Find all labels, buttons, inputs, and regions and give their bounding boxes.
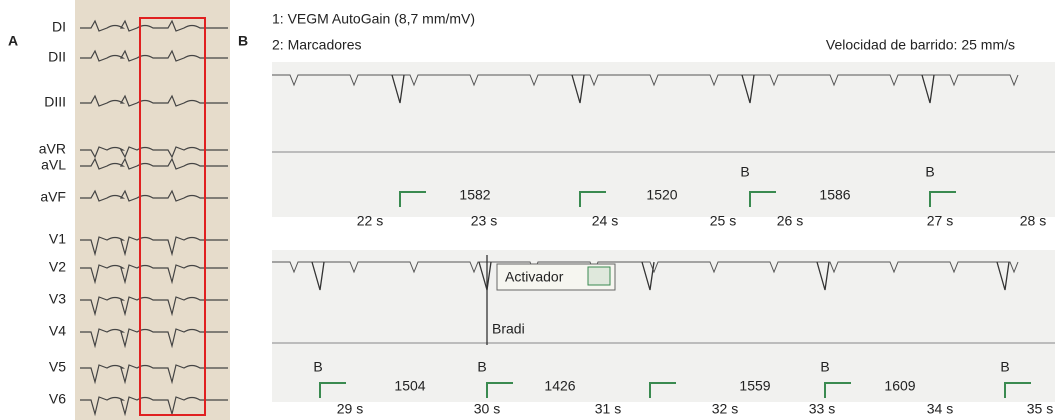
header: 1: VEGM AutoGain (8,7 mm/mV) — [272, 11, 475, 27]
marker-label: B — [1000, 359, 1009, 375]
lead-label: V3 — [49, 291, 66, 307]
interval-label: 1504 — [394, 378, 425, 394]
marker-label: B — [925, 164, 934, 180]
lead-label: V6 — [49, 391, 66, 407]
marker-label: B — [820, 359, 829, 375]
lead-label: V1 — [49, 231, 66, 247]
lead-label: aVF — [40, 189, 66, 205]
time-label: 22 s — [357, 213, 383, 229]
time-label: 30 s — [474, 401, 500, 417]
time-label: 23 s — [471, 213, 497, 229]
interval-label: 1426 — [544, 378, 575, 394]
time-label: 32 s — [712, 401, 738, 417]
time-label: 35 s — [1027, 401, 1053, 417]
time-label: 29 s — [337, 401, 363, 417]
interval-label: 1582 — [459, 187, 490, 203]
interval-label: 1520 — [646, 187, 677, 203]
time-label: 27 s — [927, 213, 953, 229]
sweep-speed: Velocidad de barrido: 25 mm/s — [826, 37, 1015, 53]
time-label: 33 s — [809, 401, 835, 417]
lead-label: aVL — [41, 157, 66, 173]
time-label: 31 s — [595, 401, 621, 417]
interval-label: 1559 — [739, 378, 770, 394]
interval-label: 1586 — [819, 187, 850, 203]
ecg-paper — [75, 0, 230, 420]
time-label: 26 s — [777, 213, 803, 229]
lead-label: DIII — [44, 94, 66, 110]
time-label: 34 s — [927, 401, 953, 417]
figure: A B 1: VEGM AutoGain (8,7 mm/mV) 2: Marc… — [0, 0, 1055, 420]
marker-label: B — [740, 164, 749, 180]
panel-label: A — [8, 33, 18, 49]
interval-label: 1609 — [884, 378, 915, 394]
lead-label: aVR — [39, 141, 66, 157]
lead-label: DI — [52, 19, 66, 35]
lead-label: V2 — [49, 259, 66, 275]
event-label: Bradi — [492, 321, 525, 337]
annotation: Activador — [505, 269, 564, 285]
marker-label: B — [313, 359, 322, 375]
header: 2: Marcadores — [272, 37, 361, 53]
lead-label: V5 — [49, 359, 66, 375]
icon — [588, 267, 610, 285]
marker-label: B — [477, 359, 486, 375]
lead-label: V4 — [49, 323, 66, 339]
lead-label: DII — [48, 49, 66, 65]
time-label: 28 s — [1020, 213, 1046, 229]
egm-strip — [272, 250, 1055, 402]
time-label: 25 s — [710, 213, 736, 229]
panel-label: B — [238, 33, 248, 49]
time-label: 24 s — [592, 213, 618, 229]
